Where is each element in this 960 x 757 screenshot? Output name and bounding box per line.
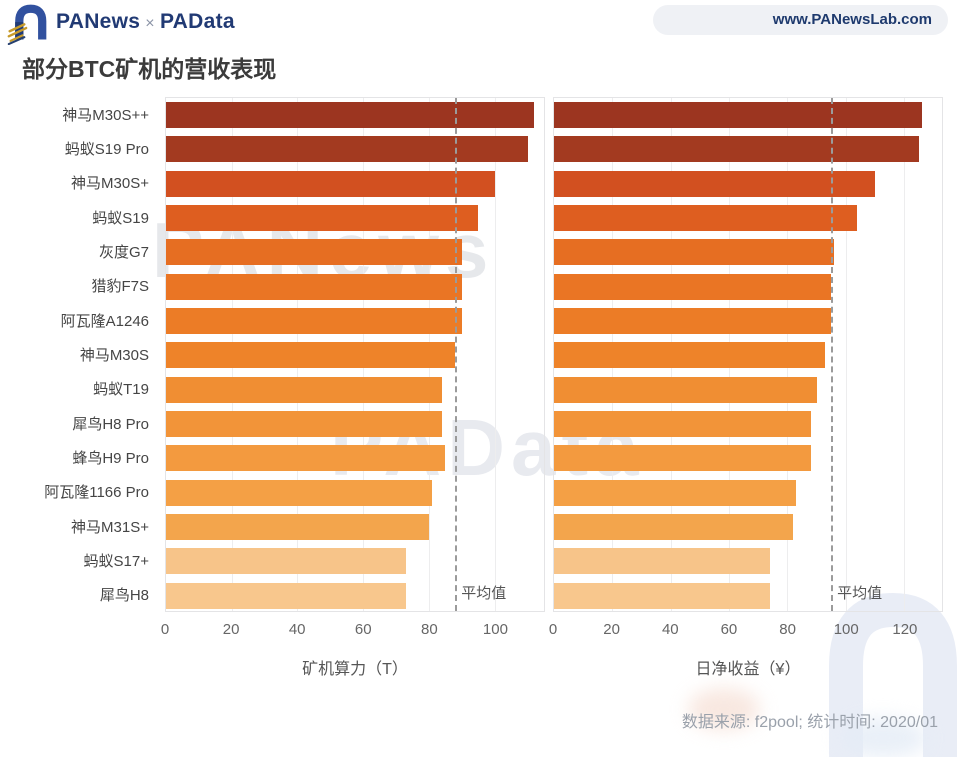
hashrate-bar bbox=[166, 170, 495, 197]
category-label: 犀鸟H8 bbox=[99, 587, 149, 605]
hashrate-bar bbox=[166, 445, 446, 472]
category-label: 阿瓦隆A1246 bbox=[60, 312, 149, 330]
income-bar bbox=[554, 376, 817, 403]
category-label: 神马M30S++ bbox=[62, 106, 149, 124]
hashrate-bar bbox=[166, 411, 443, 437]
hashrate-bar bbox=[166, 479, 433, 506]
category-label: 犀鸟H8 Pro bbox=[72, 415, 149, 433]
income-bar bbox=[554, 239, 835, 266]
panews-logo-icon bbox=[7, 4, 47, 45]
average-line-label: 平均值 bbox=[837, 585, 883, 602]
axis-tick-label: 40 bbox=[661, 621, 679, 638]
hashrate-bar bbox=[166, 205, 479, 231]
axis-tick-label: 60 bbox=[720, 621, 738, 638]
average-line bbox=[455, 98, 458, 611]
hashrate-bar bbox=[166, 102, 535, 128]
category-label: 蚂蚁S19 Pro bbox=[64, 140, 149, 158]
category-label: 神马M30S bbox=[79, 346, 149, 364]
axis-tick-label: 80 bbox=[779, 621, 796, 638]
income-axis-title: 日净收益（¥） bbox=[695, 661, 801, 678]
category-label: 灰度G7 bbox=[98, 243, 149, 261]
hashrate-bar bbox=[166, 308, 462, 334]
category-label: 蜂鸟H9 Pro bbox=[72, 449, 149, 467]
income-bar bbox=[554, 342, 826, 369]
income-bar bbox=[554, 514, 794, 540]
hashrate-bar bbox=[166, 239, 462, 266]
income-bar bbox=[554, 170, 875, 197]
income-bar bbox=[554, 205, 858, 231]
brand-text: PANews × PAData bbox=[56, 10, 235, 34]
axis-tick-label: 120 bbox=[892, 621, 918, 638]
average-line bbox=[831, 98, 834, 611]
category-label: 蚂蚁S19 bbox=[92, 209, 149, 227]
category-label: 蚂蚁S17+ bbox=[83, 552, 149, 570]
brand-padata: PAData bbox=[159, 10, 235, 33]
average-line-label: 平均值 bbox=[461, 585, 507, 602]
income-bar bbox=[554, 273, 832, 300]
income-bar bbox=[554, 445, 811, 472]
category-label: 蚂蚁T19 bbox=[93, 381, 149, 399]
hashrate-bar bbox=[166, 273, 462, 300]
brand-separator: × bbox=[145, 15, 155, 32]
axis-tick-label: 100 bbox=[833, 621, 859, 638]
axis-tick-label: 20 bbox=[603, 621, 620, 638]
axis-tick-label: 80 bbox=[421, 621, 438, 638]
axis-tick-label: 40 bbox=[288, 621, 306, 638]
income-chart-panel: 平均值 bbox=[553, 97, 943, 612]
gridline bbox=[845, 98, 847, 611]
gridline bbox=[904, 98, 906, 611]
axis-tick-label: 60 bbox=[354, 621, 372, 638]
axis-tick-label: 0 bbox=[548, 621, 558, 638]
gridline bbox=[494, 98, 496, 611]
hashrate-bar bbox=[166, 548, 406, 575]
hashrate-axis-title: 矿机算力（T） bbox=[302, 661, 408, 678]
brand-panews: PANews bbox=[56, 10, 141, 33]
category-label: 猎豹F7S bbox=[91, 278, 149, 296]
income-bar bbox=[554, 548, 770, 575]
axis-tick-label: 20 bbox=[222, 621, 240, 638]
category-label: 神马M31S+ bbox=[71, 518, 149, 536]
chart-area: 神马M30S++ 蚂蚁S19 Pro 神马M30S+ 蚂蚁S19 灰度G7 猎豹F7S 阿瓦… bbox=[0, 97, 960, 697]
income-bar bbox=[554, 479, 797, 506]
category-label: 阿瓦隆1166 Pro bbox=[44, 484, 149, 502]
axis-tick-label: 100 bbox=[482, 621, 508, 638]
hashrate-bar bbox=[166, 514, 429, 540]
website-url: www.PANewsLab.com bbox=[652, 5, 948, 35]
hashrate-bar bbox=[166, 136, 528, 163]
hashrate-bar bbox=[166, 376, 443, 403]
income-bar bbox=[554, 411, 811, 437]
hashrate-bar bbox=[166, 582, 406, 609]
income-bar bbox=[554, 582, 770, 609]
page-title: 部分BTC矿机的营收表现 bbox=[22, 56, 277, 82]
header: PANews × PAData www.PANewsLab.com bbox=[0, 0, 960, 46]
data-source-note: 数据来源: f2pool; 统计时间: 2020/01 bbox=[681, 714, 938, 731]
axis-tick-label: 0 bbox=[160, 621, 170, 638]
income-bar bbox=[554, 102, 922, 128]
income-bar bbox=[554, 136, 919, 163]
hashrate-bar bbox=[166, 342, 456, 369]
income-bar bbox=[554, 308, 832, 334]
category-labels: 神马M30S++ 蚂蚁S19 Pro 神马M30S+ 蚂蚁S19 灰度G7 猎豹F7S 阿瓦… bbox=[0, 97, 158, 612]
hashrate-chart-panel: 平均值 bbox=[165, 97, 545, 612]
category-label: 神马M30S+ bbox=[71, 175, 149, 193]
